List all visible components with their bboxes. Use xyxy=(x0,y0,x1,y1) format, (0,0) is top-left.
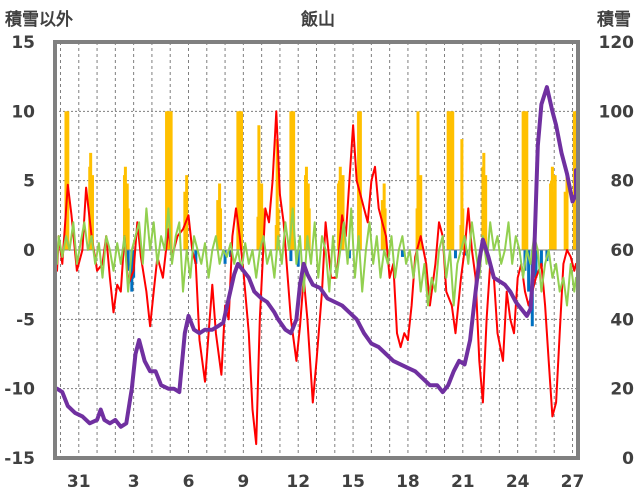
right-tick-label: 80 xyxy=(610,172,634,192)
chart-title: 飯山 xyxy=(300,9,335,30)
right-tick-label: 0 xyxy=(622,449,634,469)
right-tick-label: 120 xyxy=(599,33,635,53)
right-tick-label: 20 xyxy=(610,380,634,400)
left-tick-label: -10 xyxy=(4,380,35,400)
x-tick-label: 24 xyxy=(506,472,530,492)
x-tick-label: 6 xyxy=(183,472,195,492)
plot-frame xyxy=(53,40,580,460)
wind-line xyxy=(56,207,577,307)
x-tick-label: 21 xyxy=(451,472,475,492)
x-tick-label: 18 xyxy=(396,472,420,492)
left-tick-label: -5 xyxy=(16,310,35,330)
left-tick-label: -15 xyxy=(4,449,35,469)
x-tick-label: 31 xyxy=(67,472,91,492)
left-tick-label: 5 xyxy=(23,172,35,192)
right-tick-label: 60 xyxy=(610,241,634,261)
left-axis-title: 積雪以外 xyxy=(5,9,73,30)
x-tick-label: 9 xyxy=(237,472,249,492)
x-tick-label: 27 xyxy=(561,472,585,492)
left-tick-label: 0 xyxy=(23,241,35,261)
right-axis-ticks: 120 100 80 60 40 20 0 xyxy=(599,33,635,469)
left-tick-label: 15 xyxy=(11,33,35,53)
right-tick-label: 100 xyxy=(599,102,635,122)
x-tick-label: 12 xyxy=(286,472,310,492)
left-axis-ticks: 15 10 5 0 -5 -10 -15 xyxy=(4,33,35,469)
temperature-line xyxy=(56,110,577,446)
snow-depth-line xyxy=(55,85,578,429)
right-axis-title: 積雪 xyxy=(597,9,631,30)
series-lines xyxy=(55,85,578,446)
right-tick-label: 40 xyxy=(610,310,634,330)
x-axis-ticks: 31 3 6 9 12 15 18 21 24 27 xyxy=(67,472,584,492)
x-tick-label: 15 xyxy=(341,472,365,492)
left-tick-label: 10 xyxy=(11,102,35,122)
x-tick-label: 3 xyxy=(128,472,140,492)
